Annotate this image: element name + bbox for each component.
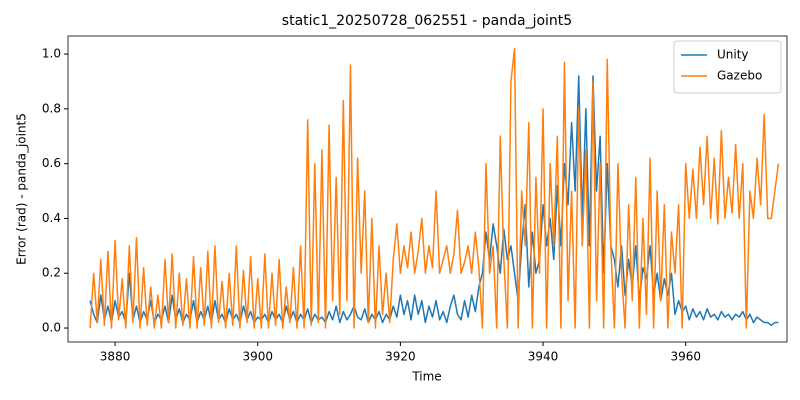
plot-frame — [67, 35, 788, 343]
chart-title: static1_20250728_062551 - panda_joint5 — [282, 13, 572, 29]
y-axis-label: Error (rad) - panda_joint5 — [15, 113, 29, 265]
legend-box — [673, 40, 782, 94]
y-tick-label: 0.0 — [42, 321, 61, 335]
x-axis-label: Time — [411, 370, 441, 384]
x-tick-label: 3940 — [528, 350, 559, 364]
legend-label: Unity — [717, 48, 749, 62]
x-tick-label: 3920 — [385, 350, 416, 364]
series-line — [89, 47, 780, 329]
legend-label: Gazebo — [717, 69, 762, 83]
y-tick-label: 0.4 — [42, 211, 61, 225]
y-tick-label: 0.6 — [42, 156, 61, 170]
x-tick-label: 3960 — [670, 350, 701, 364]
x-tick-label: 3880 — [100, 350, 131, 364]
y-tick-label: 0.2 — [42, 266, 61, 280]
y-tick-label: 1.0 — [42, 47, 61, 61]
x-tick-label: 3900 — [242, 350, 273, 364]
y-tick-label: 0.8 — [42, 101, 61, 115]
